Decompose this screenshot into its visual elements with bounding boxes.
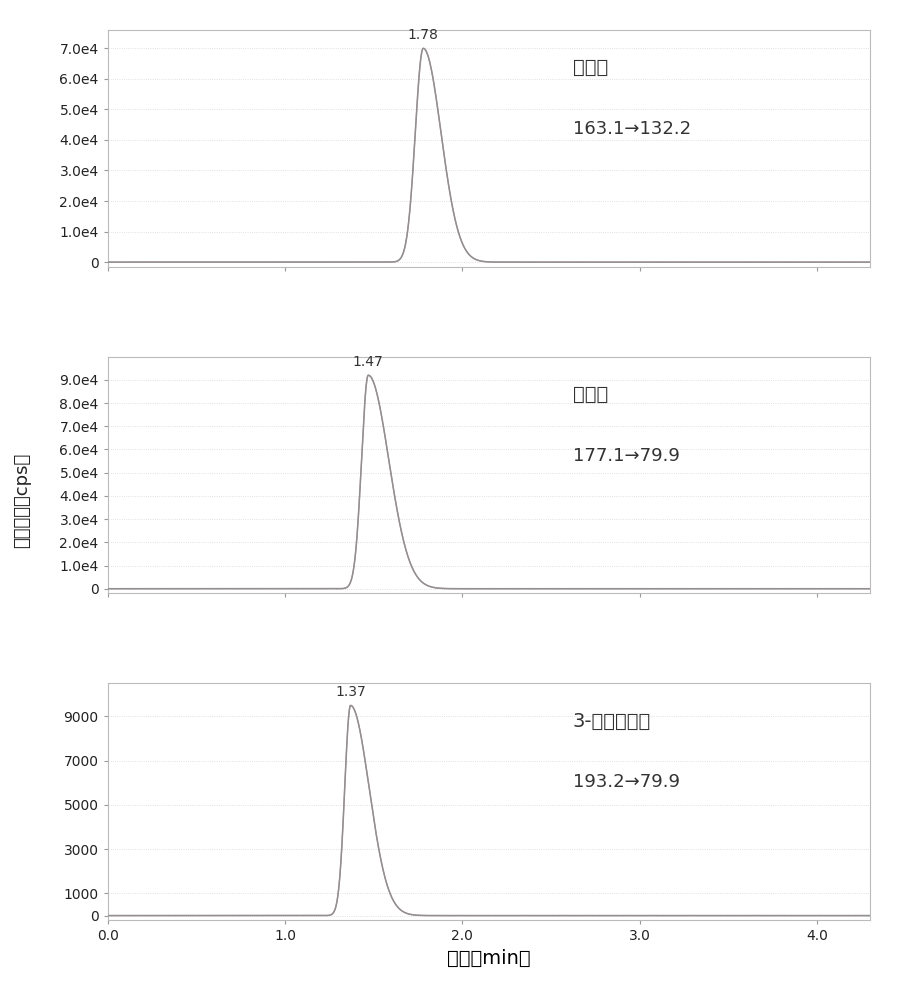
Text: 193.2→79.9: 193.2→79.9 — [572, 773, 680, 791]
Text: 可替宁: 可替宁 — [572, 385, 608, 404]
Text: 1.37: 1.37 — [335, 685, 366, 699]
Text: 1.78: 1.78 — [408, 28, 439, 42]
Text: 尼古丁: 尼古丁 — [572, 58, 608, 77]
Text: 绝对强度（cps）: 绝对强度（cps） — [13, 452, 31, 548]
Text: 177.1→79.9: 177.1→79.9 — [572, 447, 680, 465]
Text: 3-羟基可替宁: 3-羟基可替宁 — [572, 712, 651, 731]
X-axis label: 时间（min）: 时间（min） — [447, 949, 531, 968]
Text: 1.47: 1.47 — [353, 355, 384, 369]
Text: 163.1→132.2: 163.1→132.2 — [572, 120, 691, 138]
